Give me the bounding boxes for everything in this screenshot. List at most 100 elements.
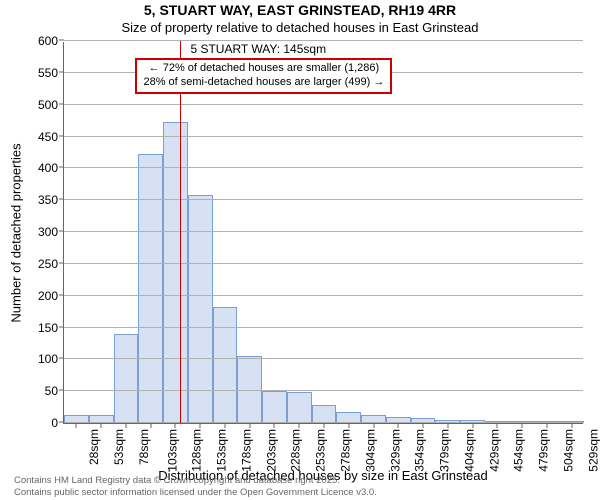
y-tick-label: 550 bbox=[38, 66, 58, 80]
x-tick-mark bbox=[423, 423, 424, 428]
y-tick-mark bbox=[59, 422, 64, 423]
y-tick-mark bbox=[59, 135, 64, 136]
x-tick-label: 329sqm bbox=[388, 429, 402, 472]
x-tick-mark bbox=[101, 423, 102, 428]
y-tick-mark bbox=[59, 358, 64, 359]
x-tick-label: 228sqm bbox=[289, 429, 303, 472]
x-tick-mark bbox=[200, 423, 201, 428]
x-tick-mark bbox=[546, 423, 547, 428]
marker-line bbox=[180, 41, 181, 423]
x-tick-mark bbox=[398, 423, 399, 428]
x-tick-mark bbox=[249, 423, 250, 428]
footnote-line2: Contains public sector information licen… bbox=[14, 487, 377, 498]
chart-subtitle: Size of property relative to detached ho… bbox=[0, 20, 600, 35]
x-tick-mark bbox=[274, 423, 275, 428]
x-tick-mark bbox=[447, 423, 448, 428]
x-tick-mark bbox=[76, 423, 77, 428]
marker-callout-line1: ← 72% of detached houses are smaller (1,… bbox=[143, 62, 384, 76]
y-tick-label: 250 bbox=[38, 257, 58, 271]
histogram-bar bbox=[262, 391, 287, 423]
gridline bbox=[64, 104, 583, 105]
y-axis-label: Number of detached properties bbox=[9, 143, 24, 322]
marker-callout: ← 72% of detached houses are smaller (1,… bbox=[135, 58, 392, 94]
marker-callout-line2: 28% of semi-detached houses are larger (… bbox=[143, 76, 384, 90]
y-tick-label: 300 bbox=[38, 225, 58, 239]
marker-title: 5 STUART WAY: 145sqm bbox=[190, 42, 326, 56]
x-tick-label: 278sqm bbox=[338, 429, 352, 472]
y-tick-mark bbox=[59, 103, 64, 104]
x-tick-label: 404sqm bbox=[462, 429, 476, 472]
y-tick-mark bbox=[59, 167, 64, 168]
histogram-bar bbox=[312, 405, 337, 423]
y-tick-mark bbox=[59, 294, 64, 295]
footnote: Contains HM Land Registry data © Crown c… bbox=[14, 475, 377, 498]
x-tick-mark bbox=[571, 423, 572, 428]
x-tick-label: 504sqm bbox=[561, 429, 575, 472]
y-tick-label: 100 bbox=[38, 352, 58, 366]
x-tick-label: 354sqm bbox=[413, 429, 427, 472]
x-tick-mark bbox=[224, 423, 225, 428]
histogram-bar bbox=[188, 195, 213, 423]
x-tick-label: 479sqm bbox=[536, 429, 550, 472]
chart-title: 5, STUART WAY, EAST GRINSTEAD, RH19 4RR bbox=[0, 2, 600, 18]
gridline bbox=[64, 199, 583, 200]
x-tick-mark bbox=[522, 423, 523, 428]
x-tick-mark bbox=[497, 423, 498, 428]
gridline bbox=[64, 295, 583, 296]
gridline bbox=[64, 358, 583, 359]
y-tick-label: 50 bbox=[45, 384, 58, 398]
y-tick-mark bbox=[59, 326, 64, 327]
y-axis-label-wrap: Number of detached properties bbox=[8, 42, 24, 424]
y-tick-mark bbox=[59, 231, 64, 232]
bars-layer bbox=[64, 42, 583, 423]
y-tick-mark bbox=[59, 71, 64, 72]
y-tick-mark bbox=[59, 262, 64, 263]
gridline bbox=[64, 263, 583, 264]
y-tick-label: 400 bbox=[38, 161, 58, 175]
y-tick-mark bbox=[59, 199, 64, 200]
x-tick-label: 53sqm bbox=[112, 429, 126, 465]
histogram-bar bbox=[114, 334, 139, 423]
y-tick-mark bbox=[59, 40, 64, 41]
x-tick-mark bbox=[324, 423, 325, 428]
x-tick-label: 454sqm bbox=[512, 429, 526, 472]
x-tick-label: 203sqm bbox=[264, 429, 278, 472]
x-tick-mark bbox=[472, 423, 473, 428]
gridline bbox=[64, 390, 583, 391]
x-tick-label: 529sqm bbox=[586, 429, 600, 472]
x-tick-label: 253sqm bbox=[314, 429, 328, 472]
x-tick-label: 103sqm bbox=[165, 429, 179, 472]
x-tick-label: 153sqm bbox=[215, 429, 229, 472]
footnote-line1: Contains HM Land Registry data © Crown c… bbox=[14, 475, 377, 486]
x-tick-label: 28sqm bbox=[87, 429, 101, 465]
y-tick-mark bbox=[59, 390, 64, 391]
x-tick-mark bbox=[175, 423, 176, 428]
x-tick-mark bbox=[125, 423, 126, 428]
plot-area: 05010015020025030035040045050055060028sq… bbox=[63, 42, 583, 424]
histogram-bar bbox=[287, 392, 312, 423]
y-tick-label: 600 bbox=[38, 34, 58, 48]
x-tick-mark bbox=[373, 423, 374, 428]
y-tick-label: 200 bbox=[38, 289, 58, 303]
y-tick-label: 450 bbox=[38, 130, 58, 144]
x-tick-mark bbox=[348, 423, 349, 428]
y-tick-label: 0 bbox=[51, 416, 58, 430]
y-tick-label: 150 bbox=[38, 321, 58, 335]
gridline bbox=[64, 40, 583, 41]
gridline bbox=[64, 231, 583, 232]
histogram-bar bbox=[138, 154, 163, 423]
x-tick-label: 429sqm bbox=[487, 429, 501, 472]
x-tick-mark bbox=[150, 423, 151, 428]
x-tick-label: 304sqm bbox=[363, 429, 377, 472]
histogram-bar bbox=[213, 307, 238, 423]
gridline bbox=[64, 167, 583, 168]
x-tick-label: 379sqm bbox=[437, 429, 451, 472]
x-tick-label: 128sqm bbox=[190, 429, 204, 472]
gridline bbox=[64, 327, 583, 328]
y-tick-label: 500 bbox=[38, 98, 58, 112]
x-tick-label: 178sqm bbox=[239, 429, 253, 472]
x-tick-label: 78sqm bbox=[137, 429, 151, 465]
gridline bbox=[64, 136, 583, 137]
x-tick-mark bbox=[299, 423, 300, 428]
y-tick-label: 350 bbox=[38, 193, 58, 207]
